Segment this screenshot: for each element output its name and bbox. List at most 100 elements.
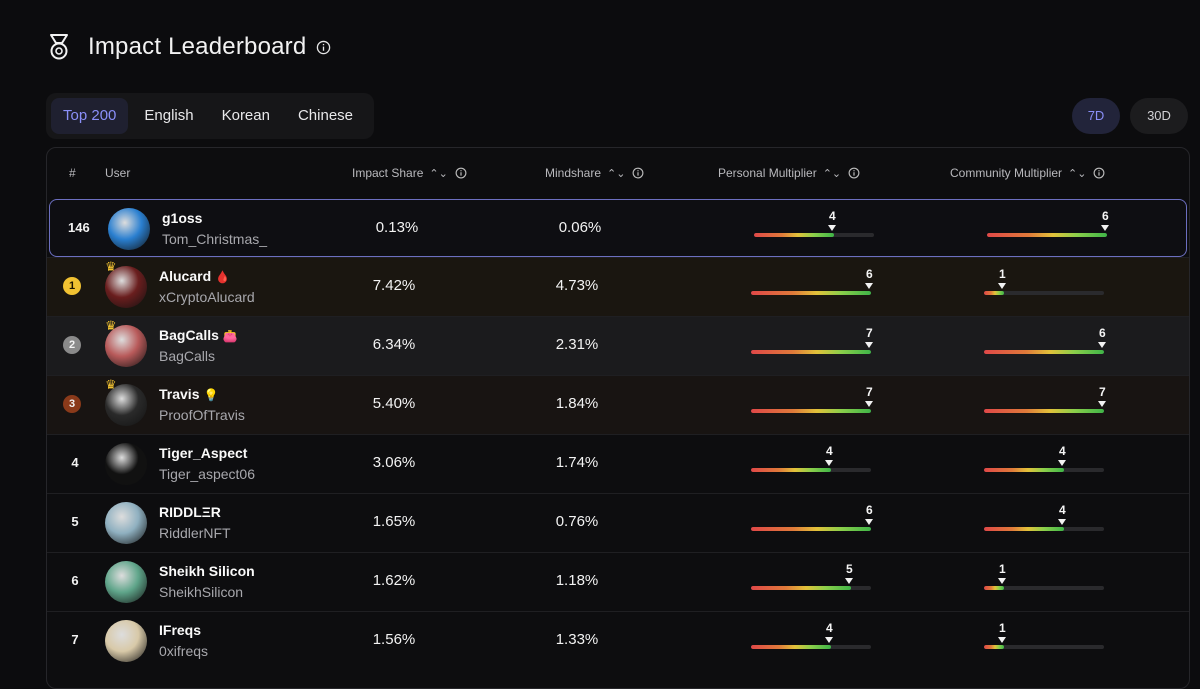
user-name[interactable]: RIDDLΞR [159,504,221,520]
impact-share-value: 7.42% [372,277,416,294]
community-multiplier-bar-fill [984,291,1004,295]
personal-multiplier-marker-icon [825,460,833,466]
community-multiplier-bar [984,645,1104,649]
user-name[interactable]: Alucard 🩸 [159,268,230,284]
info-icon[interactable] [1093,167,1105,179]
period-30d-button[interactable]: 30D [1130,98,1188,134]
user-name[interactable]: Tiger_Aspect [159,445,247,461]
avatar[interactable] [105,325,147,367]
col-rank-label: # [69,166,76,180]
avatar[interactable] [108,208,150,250]
user-handle[interactable]: xCryptoAlucard [159,289,255,305]
table-row[interactable]: 3 ♛ Travis 💡 ProofOfTravis 5.40% 1.84% 7 7 [47,375,1189,434]
mindshare-value: 0.76% [555,513,599,530]
personal-multiplier-bar-fill [754,233,834,237]
user-name[interactable]: g1oss [162,210,202,226]
mindshare-value: 4.73% [555,277,599,294]
info-icon[interactable] [632,167,644,179]
personal-multiplier-value: 5 [846,562,853,576]
table-row[interactable]: 5 RIDDLΞR RiddlerNFT 1.65% 0.76% 6 4 [47,493,1189,552]
personal-multiplier-bar-fill [751,409,871,413]
community-multiplier-marker-icon [998,637,1006,643]
personal-multiplier-value: 4 [826,444,833,458]
tab-korean[interactable]: Korean [221,107,270,124]
col-mindshare-label: Mindshare [545,166,602,180]
current-user-row[interactable]: 146 g1oss Tom_Christmas_ 0.13% 0.06% 4 6 [49,199,1187,257]
table-header: # User Impact Share ⌃⌄ Mindshare ⌃⌄ Pers… [47,148,1189,198]
user-handle[interactable]: Tiger_aspect06 [159,466,255,482]
personal-multiplier-bar [751,527,871,531]
community-multiplier-value: 6 [1102,209,1109,223]
avatar[interactable] [105,620,147,662]
user-handle[interactable]: ProofOfTravis [159,407,245,423]
personal-multiplier-meter: 4 [749,444,874,484]
mindshare-value: 1.18% [555,572,599,589]
personal-multiplier-marker-icon [825,637,833,643]
user-name[interactable]: IFreqs [159,622,201,638]
impact-share-value: 1.62% [372,572,416,589]
user-handle[interactable]: RiddlerNFT [159,525,231,541]
avatar[interactable] [105,266,147,308]
personal-multiplier-bar-fill [751,645,831,649]
rank-number: 6 [71,573,79,588]
table-row[interactable]: 1 ♛ Alucard 🩸 xCryptoAlucard 7.42% 4.73% 6 1 [47,257,1189,316]
tab-chinese[interactable]: Chinese [297,107,354,124]
community-multiplier-marker-icon [998,283,1006,289]
community-multiplier-meter: 1 [982,267,1107,307]
community-multiplier-bar-fill [984,350,1104,354]
community-multiplier-meter: 7 [982,385,1107,425]
user-handle[interactable]: BagCalls [159,348,216,364]
mindshare-value: 0.06% [558,219,602,236]
col-impact-share[interactable]: Impact Share ⌃⌄ [352,166,467,180]
info-icon[interactable] [316,40,331,55]
col-community-multiplier[interactable]: Community Multiplier ⌃⌄ [950,166,1105,180]
avatar[interactable] [105,384,147,426]
table-row[interactable]: 6 Sheikh Silicon SheikhSilicon 1.62% 1.18% 5 1 [47,552,1189,611]
col-mindshare[interactable]: Mindshare ⌃⌄ [545,166,644,180]
personal-multiplier-bar [754,233,874,237]
table-row[interactable]: 7 IFreqs 0xifreqs 1.56% 1.33% 4 1 [47,611,1189,670]
personal-multiplier-meter: 7 [749,326,874,366]
avatar[interactable] [105,502,147,544]
user-handle[interactable]: SheikhSilicon [159,584,244,600]
user-name[interactable]: BagCalls 👛 [159,327,238,343]
crown-icon: ♛ [105,377,117,392]
rank-badge: 2 [63,336,81,354]
period-7d-button[interactable]: 7D [1072,98,1120,134]
community-multiplier-meter: 1 [982,621,1107,661]
avatar[interactable] [105,443,147,485]
table-row[interactable]: 2 ♛ BagCalls 👛 BagCalls 6.34% 2.31% 7 6 [47,316,1189,375]
info-icon[interactable] [455,167,467,179]
community-multiplier-value: 1 [999,562,1006,576]
tab-english[interactable]: English [144,107,194,124]
info-icon[interactable] [848,167,860,179]
community-multiplier-meter: 4 [982,503,1107,543]
user-name-text: IFreqs [159,622,202,638]
impact-share-value: 1.56% [372,631,416,648]
user-name-text: Alucard [159,268,212,284]
user-name[interactable]: Sheikh Silicon [159,563,255,579]
crown-icon: ♛ [105,259,117,274]
rank-number: 4 [71,455,79,470]
table-row[interactable]: 4 Tiger_Aspect Tiger_aspect06 3.06% 1.74% 4 4 [47,434,1189,493]
avatar[interactable] [105,561,147,603]
user-handle[interactable]: Tom_Christmas_ [162,231,268,247]
personal-multiplier-bar [751,350,871,354]
personal-multiplier-meter: 6 [749,503,874,543]
personal-multiplier-marker-icon [865,342,873,348]
col-personal-multiplier-label: Personal Multiplier [718,166,817,180]
tab-top-200[interactable]: Top 200 [51,98,129,134]
sort-icon[interactable]: ⌃⌄ [607,167,626,180]
personal-multiplier-value: 4 [829,209,836,223]
sort-icon[interactable]: ⌃⌄ [1068,167,1087,180]
col-personal-multiplier[interactable]: Personal Multiplier ⌃⌄ [718,166,860,180]
community-multiplier-bar [984,350,1104,354]
user-name-text: g1oss [162,210,203,226]
user-emoji-icon: 🩸 [215,270,231,284]
user-name[interactable]: Travis 💡 [159,386,218,402]
user-handle[interactable]: 0xifreqs [159,643,209,659]
col-impact-share-label: Impact Share [352,166,424,180]
sort-icon[interactable]: ⌃⌄ [429,167,448,180]
sort-icon[interactable]: ⌃⌄ [822,167,842,180]
personal-multiplier-value: 4 [826,621,833,635]
